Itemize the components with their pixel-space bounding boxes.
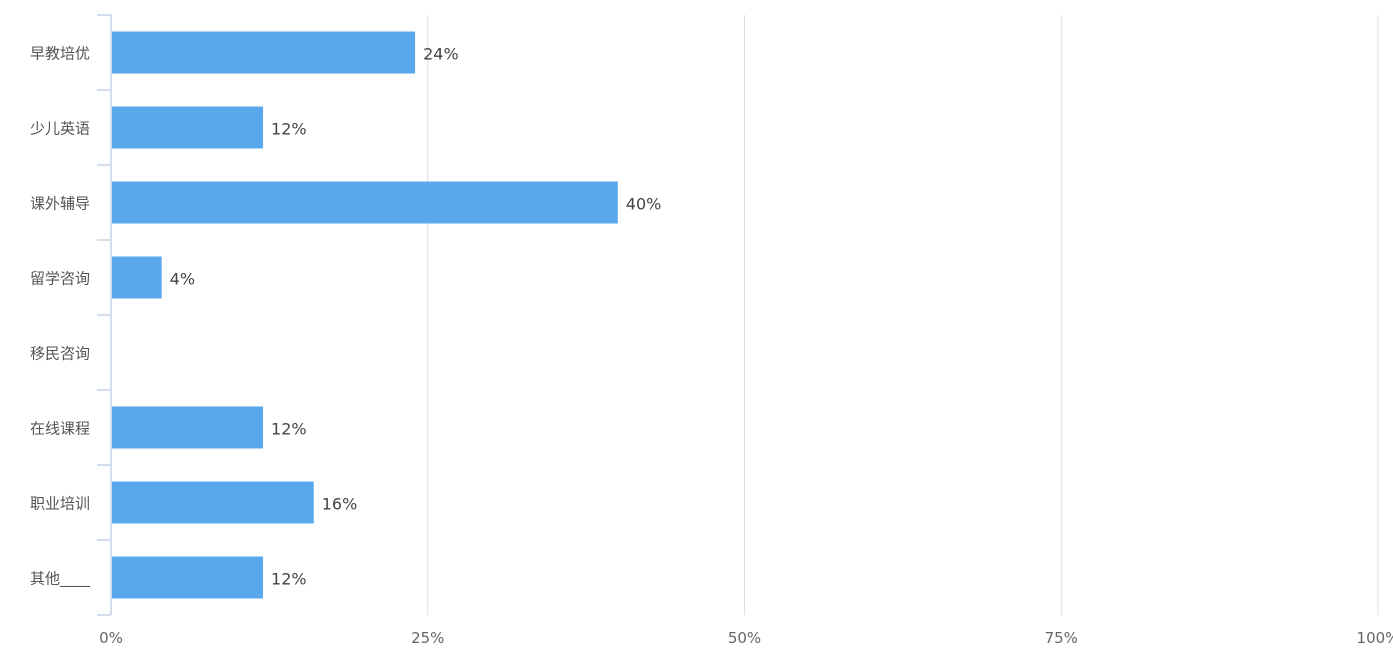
- data-label: 4%: [170, 270, 195, 289]
- x-tick-label: 0%: [99, 629, 123, 647]
- data-label: 12%: [271, 570, 307, 589]
- x-tick-label: 100%: [1357, 629, 1393, 647]
- category-label: 少儿英语: [30, 120, 90, 138]
- x-tick-label: 25%: [411, 629, 444, 647]
- category-label: 其他____: [30, 570, 91, 589]
- category-label: 留学咨询: [30, 270, 90, 288]
- bar: [112, 406, 264, 449]
- bar: [112, 31, 416, 74]
- category-label: 早教培优: [30, 45, 90, 63]
- bar: [112, 481, 314, 524]
- x-tick-label: 50%: [728, 629, 761, 647]
- bar: [112, 181, 618, 224]
- category-label: 职业培训: [30, 495, 90, 513]
- bar: [112, 256, 162, 299]
- category-label: 移民咨询: [30, 345, 90, 363]
- category-label: 在线课程: [30, 420, 90, 438]
- bar: [112, 106, 264, 149]
- data-label: 16%: [322, 495, 358, 514]
- data-label: 40%: [626, 195, 662, 214]
- x-tick-label: 75%: [1045, 629, 1078, 647]
- category-label: 课外辅导: [30, 195, 90, 213]
- bar: [112, 556, 264, 599]
- data-label: 12%: [271, 420, 307, 439]
- data-label: 12%: [271, 120, 307, 139]
- data-label: 24%: [423, 45, 459, 64]
